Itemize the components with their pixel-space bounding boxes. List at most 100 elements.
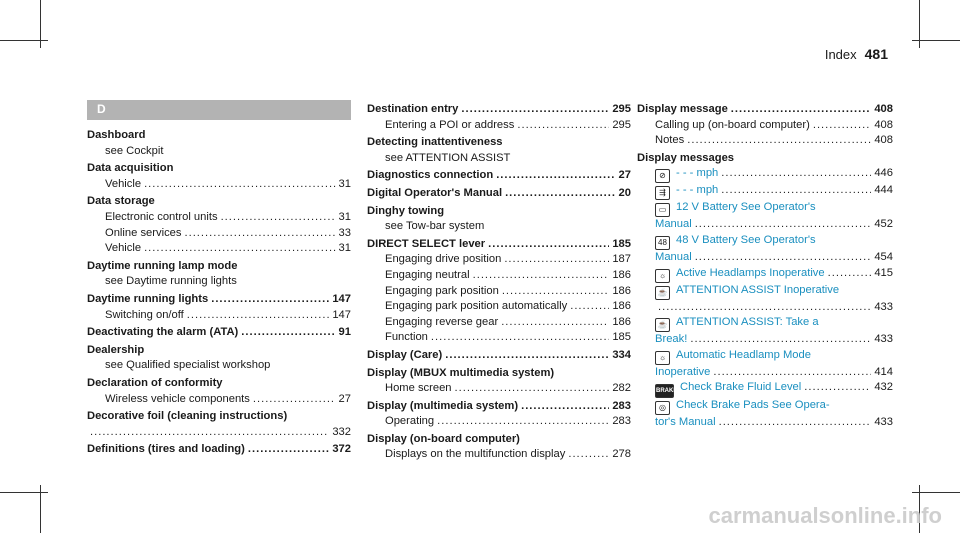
cross-reference[interactable]: see Qualified specialist workshop <box>105 359 271 372</box>
page-ref[interactable]: 408 <box>874 103 893 115</box>
index-heading: Decorative foil (cleaning instructions) <box>87 409 351 425</box>
leader-dots <box>184 226 335 242</box>
leader-dots <box>253 392 336 408</box>
page-ref[interactable]: 185 <box>612 237 631 250</box>
message-text[interactable]: - - - mph <box>676 184 719 197</box>
page-ref[interactable]: 187 <box>612 253 631 266</box>
index-heading: Data acquisition <box>87 161 351 177</box>
page-ref[interactable]: 147 <box>332 292 351 305</box>
index-heading: Data storage <box>87 194 351 210</box>
index-subentry: Function 185 <box>367 330 631 346</box>
entry-text: Inoperative <box>655 365 711 378</box>
index-heading: Display messages <box>637 151 735 164</box>
brake-icon: BRAKE <box>655 384 677 399</box>
message-text[interactable]: Check Brake Fluid Level <box>680 381 802 394</box>
message-text[interactable]: 48 V Battery See Operator's <box>676 233 816 246</box>
page-ref[interactable]: 31 <box>338 242 351 255</box>
page-ref[interactable]: 186 <box>612 300 631 313</box>
entry-text: Engaging park position <box>385 284 499 297</box>
page-ref[interactable]: 282 <box>612 382 631 395</box>
page-ref[interactable]: 454 <box>874 250 893 263</box>
leader-dots <box>431 330 609 346</box>
page-ref[interactable]: 186 <box>612 315 631 328</box>
page-ref[interactable]: 334 <box>612 348 631 361</box>
index-subentry: Engaging reverse gear 186 <box>367 315 631 331</box>
page-ref[interactable]: 372 <box>332 443 351 456</box>
speed-limiter-icon: ⊘ <box>655 169 670 184</box>
cross-reference[interactable]: see ATTENTION ASSIST <box>385 151 511 164</box>
entry-text: Engaging drive position <box>385 253 502 266</box>
leader-dots <box>570 299 609 315</box>
cross-reference[interactable]: see Daytime running lights <box>105 275 237 288</box>
page-ref[interactable]: 186 <box>612 268 631 281</box>
index-heading: Dinghy towing <box>367 204 631 220</box>
leader-dots <box>455 381 610 397</box>
page-ref[interactable]: 446 <box>874 167 893 180</box>
message-text[interactable]: - - - mph <box>676 167 719 180</box>
message-text[interactable]: ATTENTION ASSIST Inoperative <box>676 283 840 296</box>
leader-dots <box>828 266 872 282</box>
entry-text: Decorative foil (cleaning instructions) <box>87 410 288 423</box>
page-ref[interactable]: 91 <box>338 326 351 339</box>
message-text[interactable]: 12 V Battery See Operator's <box>676 201 816 214</box>
page-ref[interactable]: 433 <box>874 416 893 429</box>
page-ref[interactable]: 414 <box>874 365 893 378</box>
entry-text: Data storage <box>87 195 155 208</box>
page-ref[interactable]: 147 <box>332 308 351 321</box>
page-ref[interactable]: 31 <box>338 210 351 223</box>
page-ref[interactable]: 332 <box>332 425 351 438</box>
cross-reference[interactable]: see Tow-bar system <box>385 220 485 233</box>
message-text[interactable]: Check Brake Pads See Opera- <box>676 399 830 412</box>
index-heading: Definitions (tires and loading) 372 <box>87 442 351 458</box>
leader-dots <box>445 348 609 364</box>
leader-dots <box>731 102 872 118</box>
index-subentry: Online services 33 <box>87 226 351 242</box>
page-ref[interactable]: 432 <box>874 381 893 394</box>
entry-text: Vehicle <box>105 242 142 255</box>
entry-text: Function <box>385 331 428 344</box>
page-ref[interactable]: 295 <box>612 118 631 131</box>
cross-reference[interactable]: see Cockpit <box>105 144 164 157</box>
leader-dots <box>437 414 609 430</box>
page-ref[interactable]: 295 <box>612 103 631 115</box>
entry-text: Manual <box>655 250 692 263</box>
page-ref[interactable]: 452 <box>874 218 893 231</box>
page-ref[interactable]: 186 <box>612 284 631 297</box>
entry-text: ⊘ - - - mph <box>655 166 719 184</box>
page-ref[interactable]: 27 <box>618 169 631 182</box>
page-ref[interactable]: 278 <box>612 448 631 461</box>
page-ref[interactable]: 20 <box>618 186 631 199</box>
leader-dots <box>658 300 871 316</box>
page-ref[interactable]: 33 <box>338 226 351 239</box>
crop-mark <box>0 492 48 493</box>
entry-text: Operating <box>385 415 435 428</box>
index-heading: Deactivating the alarm (ATA) 91 <box>87 325 351 341</box>
leader-dots <box>695 217 872 233</box>
crop-mark <box>40 0 41 48</box>
entry-text: Home screen <box>385 382 452 395</box>
leader-dots <box>813 118 871 134</box>
display-message-cont: Manual 454 <box>637 250 893 266</box>
page-ref[interactable]: 444 <box>874 184 893 197</box>
page-ref[interactable]: 415 <box>874 266 893 279</box>
message-text[interactable]: ATTENTION ASSIST: Take a <box>676 316 819 329</box>
leader-dots <box>473 268 610 284</box>
page-ref[interactable]: 433 <box>874 300 893 313</box>
index-heading: Detecting inattentiveness <box>367 135 631 151</box>
page-ref[interactable]: 408 <box>874 134 893 147</box>
leader-dots <box>517 118 609 134</box>
leader-dots <box>496 168 615 184</box>
leader-dots <box>187 308 330 324</box>
page-ref[interactable]: 31 <box>338 177 351 190</box>
message-text[interactable]: Automatic Headlamp Mode <box>676 348 811 361</box>
page-ref[interactable]: 283 <box>612 415 631 428</box>
message-text[interactable]: Active Headlamps Inoperative <box>676 266 825 279</box>
page-ref[interactable]: 185 <box>612 331 631 344</box>
page-ref[interactable]: 27 <box>338 392 351 405</box>
index-heading: Daytime running lights 147 <box>87 292 351 308</box>
page-ref[interactable]: 283 <box>612 399 631 412</box>
crop-mark <box>0 40 48 41</box>
page-ref[interactable]: 433 <box>874 333 893 346</box>
leader-dots <box>721 166 871 182</box>
page-ref[interactable]: 408 <box>874 118 893 131</box>
